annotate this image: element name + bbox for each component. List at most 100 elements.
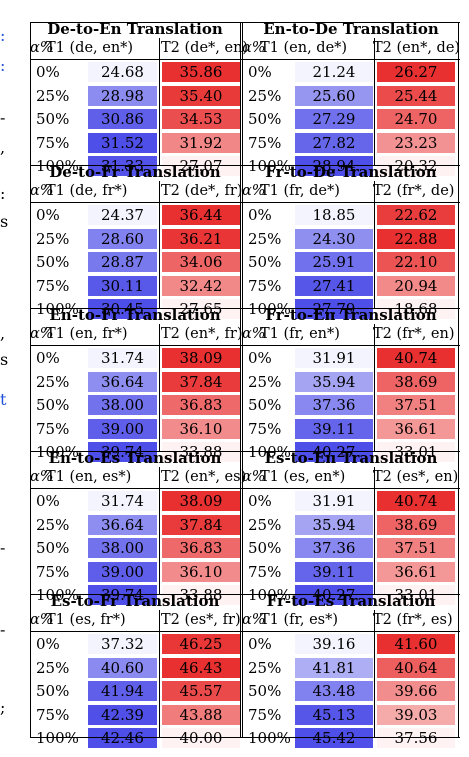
t2-value-cell: 26.27 <box>377 62 455 82</box>
t2-value-cell: 36.10 <box>162 562 240 582</box>
t1-value-cell: 24.30 <box>295 229 373 249</box>
margin-text-fragment: - <box>0 540 14 556</box>
alpha-cell: 0% <box>248 634 272 654</box>
alpha-cell: 50% <box>36 109 69 129</box>
t2-value-cell: 37.51 <box>377 538 455 558</box>
alpha-cell: 75% <box>248 705 281 725</box>
alpha-cell: 25% <box>36 515 69 535</box>
t1-column-header: T1 (fr, de*) <box>260 181 340 201</box>
t2-value-cell: 36.21 <box>162 229 240 249</box>
alpha-cell: 0% <box>36 62 60 82</box>
header-rule <box>30 59 460 60</box>
t1-value-cell: 30.86 <box>88 109 157 129</box>
alpha-cell: 50% <box>248 681 281 701</box>
t1-value-cell: 28.98 <box>88 86 157 106</box>
alpha-cell: 75% <box>248 276 281 296</box>
subtable-title: Fr-to-En Translation <box>244 305 458 325</box>
t2-value-cell: 22.62 <box>377 205 455 225</box>
t2-value-cell: 38.69 <box>377 515 455 535</box>
alpha-cell: 25% <box>248 515 281 535</box>
t1-value-cell: 31.91 <box>295 491 373 511</box>
header-rule <box>30 202 460 203</box>
subtable-title: De-to-Fr Translation <box>30 162 240 182</box>
t2-value-cell: 35.86 <box>162 62 240 82</box>
t1-value-cell: 21.24 <box>295 62 373 82</box>
t1-value-cell: 37.32 <box>88 634 157 654</box>
t2-value-cell: 20.94 <box>377 276 455 296</box>
alpha-cell: 100% <box>36 728 79 748</box>
t1-value-cell: 39.11 <box>295 419 373 439</box>
t2-value-cell: 39.66 <box>377 681 455 701</box>
column-rule <box>159 181 160 308</box>
subtable-title: En-to-Fr Translation <box>30 305 240 325</box>
t1-value-cell: 37.36 <box>295 538 373 558</box>
t1-column-header: T1 (fr, en*) <box>260 324 340 344</box>
t2-value-cell: 34.06 <box>162 252 240 272</box>
alpha-cell: 75% <box>248 419 281 439</box>
header-rule <box>30 631 460 632</box>
margin-text-fragment: t <box>0 392 14 408</box>
t1-value-cell: 25.60 <box>295 86 373 106</box>
t1-value-cell: 38.00 <box>88 538 157 558</box>
t1-column-header: T1 (de, en*) <box>46 38 133 58</box>
t1-column-header: T1 (en, es*) <box>46 467 131 487</box>
t1-value-cell: 39.00 <box>88 562 157 582</box>
t2-value-cell: 37.84 <box>162 515 240 535</box>
t2-value-cell: 40.74 <box>377 491 455 511</box>
t1-value-cell: 31.91 <box>295 348 373 368</box>
table-left-border <box>30 22 31 737</box>
t2-column-header: T2 (es*, fr) <box>161 610 241 630</box>
t2-value-cell: 46.25 <box>162 634 240 654</box>
alpha-cell: 75% <box>36 705 69 725</box>
column-rule <box>159 324 160 451</box>
column-rule <box>374 610 375 737</box>
t1-value-cell: 35.94 <box>295 515 373 535</box>
t2-value-cell: 40.74 <box>377 348 455 368</box>
t1-value-cell: 28.87 <box>88 252 157 272</box>
t2-value-cell: 36.61 <box>377 562 455 582</box>
alpha-cell: 50% <box>36 252 69 272</box>
t2-value-cell: 22.10 <box>377 252 455 272</box>
t2-value-cell: 25.44 <box>377 86 455 106</box>
column-rule <box>159 467 160 594</box>
t1-column-header: T1 (fr, es*) <box>260 610 338 630</box>
t1-column-header: T1 (de, fr*) <box>46 181 127 201</box>
t1-value-cell: 30.11 <box>88 276 157 296</box>
margin-text-fragment: : <box>0 28 14 44</box>
t1-value-cell: 27.41 <box>295 276 373 296</box>
t1-value-cell: 45.13 <box>295 705 373 725</box>
t1-value-cell: 24.68 <box>88 62 157 82</box>
center-double-rule <box>240 451 243 594</box>
t1-value-cell: 35.94 <box>295 372 373 392</box>
t2-column-header: T2 (es*, en) <box>373 467 458 487</box>
t1-column-header: T1 (en, fr*) <box>46 324 128 344</box>
alpha-cell: 25% <box>36 86 69 106</box>
alpha-cell: 0% <box>248 205 272 225</box>
alpha-cell: 100% <box>248 728 291 748</box>
t2-column-header: T2 (de*, en) <box>161 38 248 58</box>
t1-value-cell: 45.42 <box>295 728 373 748</box>
t1-value-cell: 36.64 <box>88 515 157 535</box>
alpha-cell: 75% <box>248 133 281 153</box>
table-right-border <box>458 22 459 737</box>
t2-value-cell: 36.10 <box>162 419 240 439</box>
margin-text-fragment: s <box>0 214 14 230</box>
t1-value-cell: 27.82 <box>295 133 373 153</box>
t2-value-cell: 37.84 <box>162 372 240 392</box>
t2-column-header: T2 (en*, es) <box>161 467 246 487</box>
t1-column-header: T1 (es, en*) <box>260 467 345 487</box>
column-rule <box>374 324 375 451</box>
t2-value-cell: 23.23 <box>377 133 455 153</box>
t1-value-cell: 41.94 <box>88 681 157 701</box>
t2-value-cell: 40.64 <box>377 658 455 678</box>
t1-value-cell: 18.85 <box>295 205 373 225</box>
t1-value-cell: 24.37 <box>88 205 157 225</box>
alpha-cell: 50% <box>36 681 69 701</box>
margin-text-fragment: : <box>0 58 14 74</box>
alpha-cell: 50% <box>36 395 69 415</box>
alpha-cell: 25% <box>248 229 281 249</box>
alpha-cell: 0% <box>36 634 60 654</box>
t1-column-header: T1 (en, de*) <box>260 38 347 58</box>
t1-value-cell: 38.00 <box>88 395 157 415</box>
subtable-title: En-to-Es Translation <box>30 448 240 468</box>
